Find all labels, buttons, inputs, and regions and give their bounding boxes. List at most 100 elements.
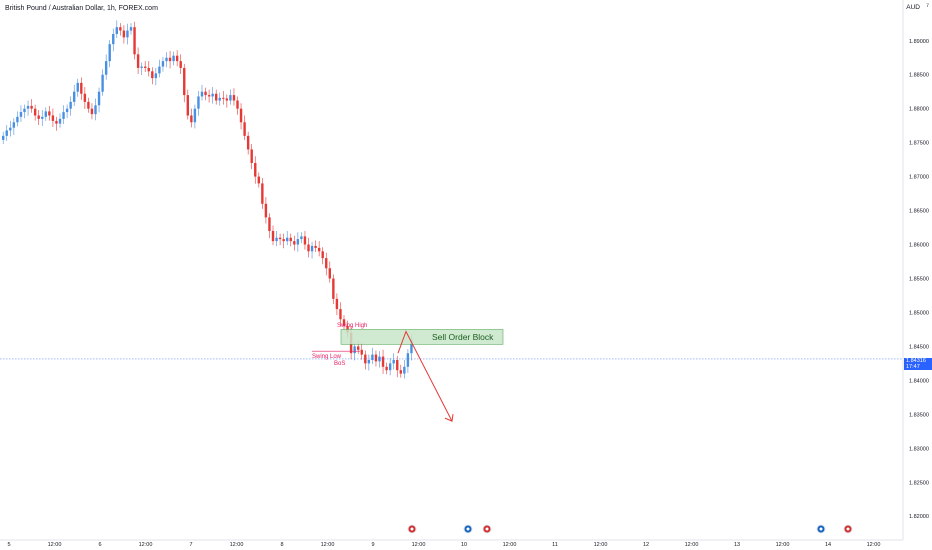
- candle-body: [278, 237, 282, 240]
- uk-flag-icon-center: [846, 527, 850, 531]
- swing-high-label: Swing High: [337, 323, 367, 329]
- x-tick-label: 12:00: [776, 542, 790, 548]
- candle-body: [317, 247, 321, 252]
- candle-body: [5, 130, 8, 136]
- candle-body: [73, 91, 76, 102]
- y-tick-label: 1.83500: [909, 412, 929, 418]
- candle-body: [104, 61, 108, 75]
- candle-body: [261, 183, 264, 204]
- candle-body: [257, 176, 260, 184]
- sell-order-block-label: Sell Order Block: [432, 332, 494, 342]
- x-tick-label: 10: [461, 542, 467, 548]
- candle-body: [300, 236, 303, 240]
- candle-body: [19, 112, 23, 117]
- candle-body: [12, 122, 16, 128]
- candle-body: [41, 116, 44, 119]
- candle-body: [321, 251, 324, 259]
- y-tick-label: 1.85000: [909, 310, 929, 316]
- candle-body: [282, 239, 285, 242]
- candle-body: [364, 354, 367, 364]
- x-tick-label: 12:00: [412, 542, 426, 548]
- bar-countdown: 17:47: [906, 364, 920, 370]
- x-tick-label: 12:00: [48, 542, 62, 548]
- settings-icon[interactable]: ⁷: [926, 2, 929, 11]
- candle-body: [332, 278, 335, 299]
- last-price-value: 1.84316: [906, 358, 926, 364]
- candle-body: [222, 97, 225, 99]
- candle-body: [246, 135, 250, 150]
- candle-body: [65, 108, 69, 113]
- y-tick-label: 1.84500: [909, 344, 929, 350]
- x-tick-label: 7: [189, 542, 192, 548]
- x-tick-label: 11: [552, 542, 558, 548]
- candle-body: [236, 100, 239, 109]
- x-tick-label: 8: [280, 542, 283, 548]
- candle-body: [122, 30, 126, 38]
- x-tick-label: 12:00: [321, 542, 335, 548]
- x-tick-label: 12:00: [685, 542, 699, 548]
- candle-body: [275, 237, 278, 242]
- sell-order-block-zone: [340, 329, 504, 345]
- candle-body: [140, 66, 143, 68]
- candle-body: [310, 245, 314, 252]
- y-tick-label: 1.89000: [909, 39, 929, 45]
- candle-body: [381, 356, 385, 367]
- candle-body: [254, 163, 257, 177]
- candle-body: [151, 71, 154, 79]
- candle-body: [37, 115, 40, 119]
- candle-body: [342, 319, 346, 327]
- candle-body: [144, 66, 147, 68]
- candle-body: [250, 149, 253, 164]
- symbol-title: British Pound / Australian Dollar, 1h, F…: [5, 5, 158, 12]
- candle-body: [271, 230, 275, 242]
- candle-body: [314, 245, 317, 248]
- candle-body: [296, 239, 300, 245]
- x-tick-label: 12:00: [867, 542, 881, 548]
- x-tick-label: 12:00: [139, 542, 153, 548]
- candle-body: [23, 108, 26, 113]
- candle-body: [268, 217, 271, 231]
- x-tick-label: 13: [734, 542, 740, 548]
- candle-body: [55, 120, 58, 124]
- candle-body: [264, 203, 268, 218]
- y-tick-label: 1.87500: [909, 141, 929, 147]
- candle-body: [51, 115, 55, 121]
- candle-body: [69, 101, 72, 109]
- candle-body: [289, 237, 292, 242]
- candle-body: [165, 57, 168, 62]
- bos-label: BoS: [334, 361, 345, 367]
- candle-body: [204, 91, 207, 96]
- candle-body: [385, 366, 388, 371]
- x-tick-label: 12: [643, 542, 649, 548]
- projection-arrowhead: [444, 414, 454, 422]
- candle-body: [307, 244, 310, 252]
- australia-flag-icon-center: [466, 527, 470, 531]
- candle-body: [30, 105, 33, 109]
- y-tick-label: 1.87000: [909, 175, 929, 181]
- candle-body: [94, 105, 97, 115]
- candle-body: [197, 96, 200, 109]
- candle-body: [371, 354, 374, 360]
- candle-body: [172, 55, 175, 62]
- candle-body: [154, 73, 158, 79]
- candle-body: [101, 74, 104, 92]
- candle-body: [62, 112, 65, 119]
- candle-body: [48, 111, 51, 116]
- x-tick-label: 6: [98, 542, 101, 548]
- candle-body: [179, 61, 182, 68]
- candle-body: [2, 135, 5, 140]
- candle-body: [403, 366, 406, 374]
- candle-body: [90, 108, 94, 115]
- candle-body: [16, 116, 19, 123]
- projection-arrow: [397, 330, 453, 422]
- candle-body: [87, 101, 90, 109]
- candle-body: [186, 95, 189, 116]
- candle-body: [225, 98, 229, 101]
- candle-body: [147, 67, 150, 72]
- candle-body: [133, 27, 136, 55]
- candle-body: [399, 370, 402, 374]
- candle-body: [303, 236, 307, 245]
- candle-body: [108, 44, 111, 62]
